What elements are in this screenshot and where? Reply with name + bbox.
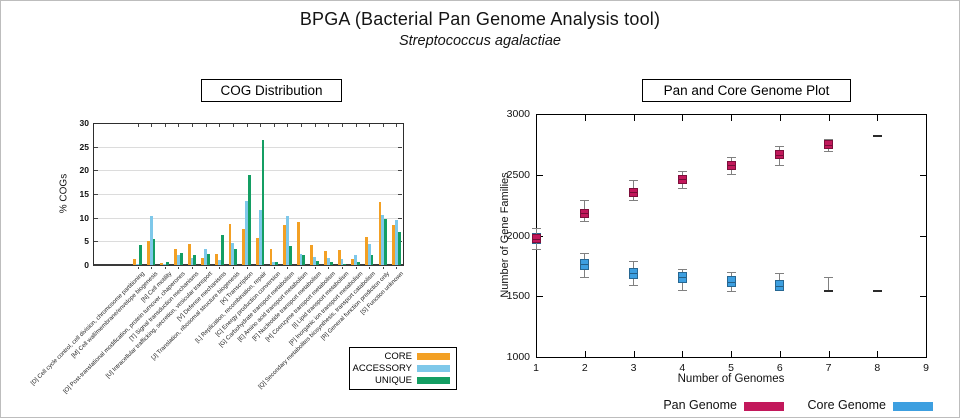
legend-label-accessory: ACCESSORY: [352, 363, 412, 374]
category-label: [K] Transcription: [219, 271, 255, 306]
legend-row-core: CORE: [352, 351, 450, 362]
category-label: [G] Carbohydrate transport metabolism: [218, 271, 296, 349]
category-label: [P] Inorganic ion transport metabolism: [288, 271, 364, 347]
category-tick: [219, 267, 221, 269]
y-tick-label: 25: [79, 141, 89, 152]
category-tick: [273, 267, 275, 269]
category-label: [F] Nucleotide transport metabolism: [251, 271, 323, 343]
category-label: [N] Cell motility: [140, 271, 174, 304]
category-tick: [314, 267, 316, 269]
category-tick: [178, 267, 180, 269]
cog-y-axis-label: % COGs: [58, 173, 70, 214]
category-label: [U] Intracellular trafficking, secretion…: [105, 271, 214, 380]
category-label: [O] Post-translational modification, pro…: [62, 271, 187, 396]
category-label: [R] General function prediction only: [320, 271, 392, 342]
category-tick: [341, 267, 343, 269]
category-label: [D] Cell cycle control, cell division, c…: [29, 271, 146, 387]
legend-row-unique: UNIQUE: [352, 375, 450, 386]
core-genome-legend-label: Core Genome: [807, 398, 886, 412]
category-tick: [192, 267, 194, 269]
category-tick: [382, 267, 384, 269]
category-tick: [301, 267, 303, 269]
category-tick: [246, 267, 248, 269]
pan-x-axis-label: Number of Genomes: [677, 373, 785, 385]
pan-genome-legend-label: Pan Genome: [663, 398, 737, 412]
page-subtitle: Streptococcus agalactiae: [398, 33, 561, 49]
page-title: BPGA (Bacterial Pan Genome Analysis tool…: [299, 9, 661, 29]
cog-chart-title: COG Distribution: [201, 79, 342, 102]
legend-label-unique: UNIQUE: [375, 375, 412, 386]
category-label: [M] Cell wall/membrane/envelope biogenes…: [70, 271, 160, 360]
cog-legend-box: CORE ACCESSORY UNIQUE: [349, 347, 457, 390]
y-tick-label: 30: [79, 118, 89, 128]
category-tick: [355, 267, 357, 269]
category-tick: [328, 267, 330, 269]
y-tick-label: 1000: [506, 351, 530, 363]
y-tick-label: 0: [84, 260, 89, 270]
category-tick: [369, 267, 371, 269]
category-label: [J] Translation, ribosomal structure bio…: [150, 271, 242, 362]
core-color-swatch: [417, 353, 450, 360]
category-tick: [164, 267, 166, 269]
category-tick: [151, 267, 153, 269]
category-label: [I] Lipid transport metabolism: [291, 271, 351, 330]
category-label: [S] Function unknown: [359, 271, 405, 317]
category-label: [C] Energy production conversion: [215, 271, 283, 338]
cog-plot-area: [93, 123, 404, 266]
legend-row-accessory: ACCESSORY: [352, 363, 450, 374]
category-label: [E] Amino acid transport metabolism: [237, 271, 310, 344]
category-tick: [287, 267, 289, 269]
report-header: BPGA (Bacterial Pan Genome Analysis tool…: [1, 9, 959, 49]
pan-genome-color-swatch: [744, 402, 784, 411]
category-tick: [232, 267, 234, 269]
y-tick-label: 3000: [506, 108, 530, 120]
legend-label-core: CORE: [384, 351, 412, 362]
category-tick: [260, 267, 262, 269]
category-tick: [205, 267, 207, 269]
pan-y-axis-label: Number of Gene Families: [499, 172, 511, 298]
accessory-color-swatch: [417, 365, 450, 372]
category-label: [T] Signal transduction mechanisms: [128, 271, 201, 343]
category-tick: [396, 267, 398, 269]
category-tick: [137, 267, 139, 269]
category-label: [V] Defense mechanisms: [176, 271, 228, 323]
pan-plot-area: [536, 114, 927, 358]
unique-color-swatch: [417, 377, 450, 384]
pan-chart-title: Pan and Core Genome Plot: [642, 79, 851, 102]
core-genome-color-swatch: [893, 402, 933, 411]
category-label: [L] Replication, recombination, repair: [195, 271, 269, 345]
category-label: [H] Coenzyme transport metabolism: [264, 271, 337, 343]
y-tick-label: 5: [84, 236, 89, 247]
